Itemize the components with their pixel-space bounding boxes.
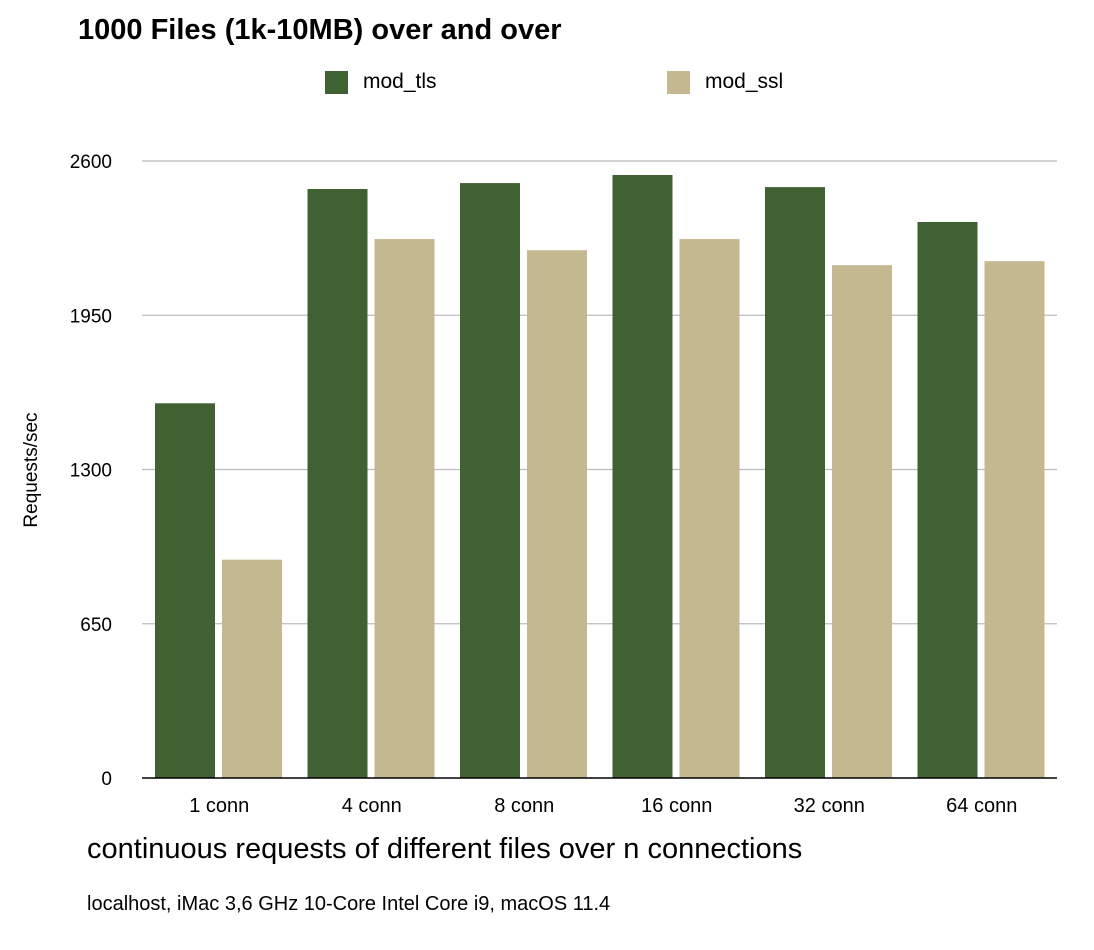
chart-note: localhost, iMac 3,6 GHz 10-Core Intel Co… <box>87 893 611 915</box>
legend-item-mod-ssl: mod_ssl <box>667 70 783 94</box>
y-tick-label: 650 <box>80 615 112 636</box>
x-tick-label: 4 conn <box>342 795 402 817</box>
bar-mod-tls <box>917 221 978 778</box>
y-tick-label: 2600 <box>70 152 112 173</box>
bar-mod-tls <box>155 403 215 778</box>
legend-label: mod_tls <box>363 70 437 93</box>
x-tick-label: 16 conn <box>641 795 712 817</box>
x-tick-label: 32 conn <box>794 795 865 817</box>
x-tick-label: 8 conn <box>494 795 554 817</box>
bar-mod-ssl <box>374 239 435 779</box>
x-tick-label: 64 conn <box>946 795 1017 817</box>
bar-mod-tls <box>460 183 520 779</box>
legend-swatch-mod-tls <box>325 70 348 94</box>
y-axis-label: Requests/sec <box>21 412 42 527</box>
bar-mod-tls <box>765 187 825 778</box>
legend-item-mod-tls: mod_tls <box>325 70 437 94</box>
y-tick-label: 0 <box>101 769 112 790</box>
legend-swatch-mod-ssl <box>667 70 690 94</box>
bar-mod-ssl <box>679 239 740 779</box>
x-tick-label: 1 conn <box>189 795 249 817</box>
bar-mod-ssl <box>832 265 892 778</box>
bar-mod-ssl <box>984 261 1045 778</box>
x-axis-label: continuous requests of different files o… <box>87 833 803 865</box>
bar-mod-ssl <box>527 250 587 779</box>
bar-mod-tls <box>612 175 673 778</box>
bar-mod-tls <box>307 189 368 778</box>
y-tick-label: 1950 <box>70 306 112 327</box>
legend-label: mod_ssl <box>705 70 784 93</box>
y-tick-label: 1300 <box>70 461 112 482</box>
bar-mod-ssl <box>222 559 282 778</box>
chart-title: 1000 Files (1k-10MB) over and over <box>78 14 562 46</box>
